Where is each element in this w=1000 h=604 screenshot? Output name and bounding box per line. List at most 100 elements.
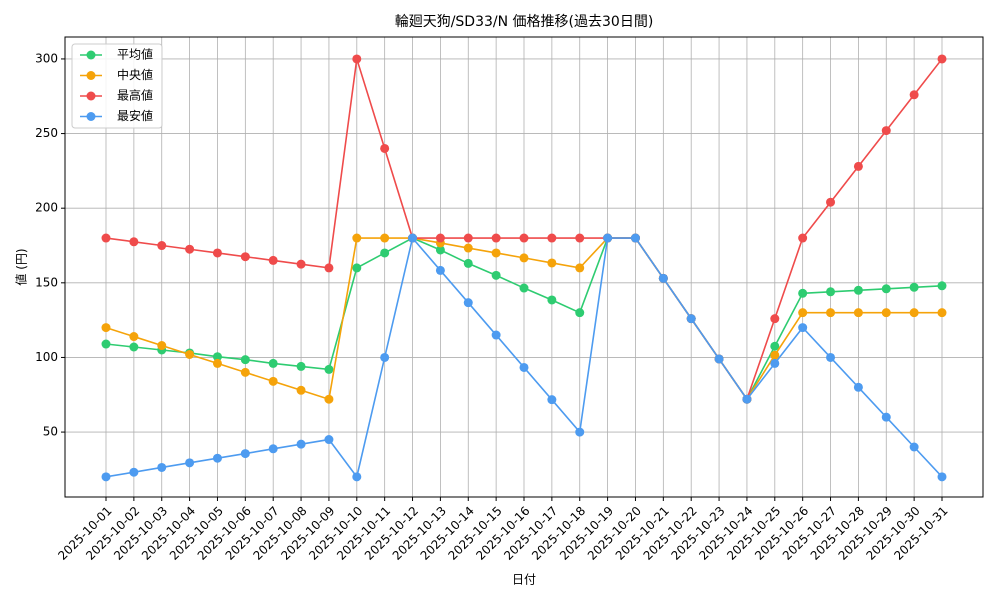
point [714, 354, 724, 364]
point [352, 472, 362, 482]
point [352, 54, 362, 64]
point [798, 233, 808, 243]
point [240, 355, 250, 365]
point [129, 342, 139, 352]
point [268, 358, 278, 368]
plot-frame [64, 36, 984, 498]
point [658, 273, 668, 283]
point [463, 243, 473, 253]
point [435, 233, 445, 243]
point [324, 263, 334, 273]
point [770, 358, 780, 368]
chart-title: 輪廻天狗/SD33/N 価格推移(過去30日間) [395, 13, 654, 30]
point [491, 330, 501, 340]
point [240, 449, 250, 459]
point [770, 341, 780, 351]
legend-marker [86, 71, 96, 80]
point [881, 308, 891, 318]
point [686, 314, 696, 324]
point [909, 308, 919, 318]
point [519, 283, 529, 293]
point [296, 385, 306, 395]
point [575, 233, 585, 243]
point [157, 241, 167, 251]
point [798, 308, 808, 318]
point [296, 439, 306, 449]
point [826, 197, 836, 207]
point [826, 308, 836, 318]
y-axis-label: 値 (円) [14, 248, 29, 285]
point [853, 161, 863, 171]
point [853, 382, 863, 392]
point [408, 233, 418, 243]
point [547, 395, 557, 405]
point [435, 265, 445, 275]
point [881, 284, 891, 294]
y-tick-label: 300 [35, 51, 58, 65]
point [157, 462, 167, 472]
point [212, 358, 222, 368]
legend-marker [86, 91, 96, 101]
x-axis-label: 日付 [512, 573, 536, 587]
point [212, 352, 222, 362]
y-tick-label: 200 [35, 201, 58, 215]
point [937, 54, 947, 64]
point [937, 281, 947, 291]
legend-marker [86, 50, 96, 60]
point [937, 308, 947, 318]
point [603, 233, 613, 243]
point [185, 244, 195, 254]
point [240, 367, 250, 377]
point [129, 467, 139, 477]
point [212, 453, 222, 463]
point [212, 248, 222, 258]
point [352, 233, 362, 243]
point [575, 263, 585, 273]
point [380, 233, 390, 243]
legend-box [71, 43, 163, 129]
point [240, 252, 250, 262]
point [853, 285, 863, 295]
point [296, 259, 306, 269]
point [268, 255, 278, 265]
legend-label: 最高値 [117, 88, 153, 103]
point [798, 288, 808, 298]
point [101, 472, 111, 482]
point [463, 298, 473, 308]
point [352, 263, 362, 273]
point [296, 361, 306, 371]
point [491, 248, 501, 258]
legend-marker [86, 112, 96, 121]
point [519, 233, 529, 243]
point [881, 412, 891, 422]
point [324, 435, 334, 445]
legend-label: 平均値 [117, 47, 153, 62]
point [770, 314, 780, 324]
point [547, 295, 557, 305]
point [575, 427, 585, 437]
point [101, 233, 111, 243]
point [798, 323, 808, 333]
point [853, 308, 863, 318]
legend-label: 中央値 [117, 67, 153, 82]
point [826, 352, 836, 362]
point [129, 237, 139, 247]
point [380, 248, 390, 258]
point [742, 394, 752, 404]
y-tick-label: 100 [35, 350, 58, 364]
point [909, 90, 919, 100]
point [185, 349, 195, 359]
point [380, 143, 390, 153]
point [575, 308, 585, 318]
point [380, 352, 390, 362]
legend-label: 最安値 [117, 108, 153, 123]
point [185, 458, 195, 468]
point [157, 341, 167, 351]
point [826, 287, 836, 297]
point [101, 323, 111, 333]
point [547, 258, 557, 268]
point [519, 362, 529, 372]
point [909, 442, 919, 452]
point [519, 253, 529, 263]
